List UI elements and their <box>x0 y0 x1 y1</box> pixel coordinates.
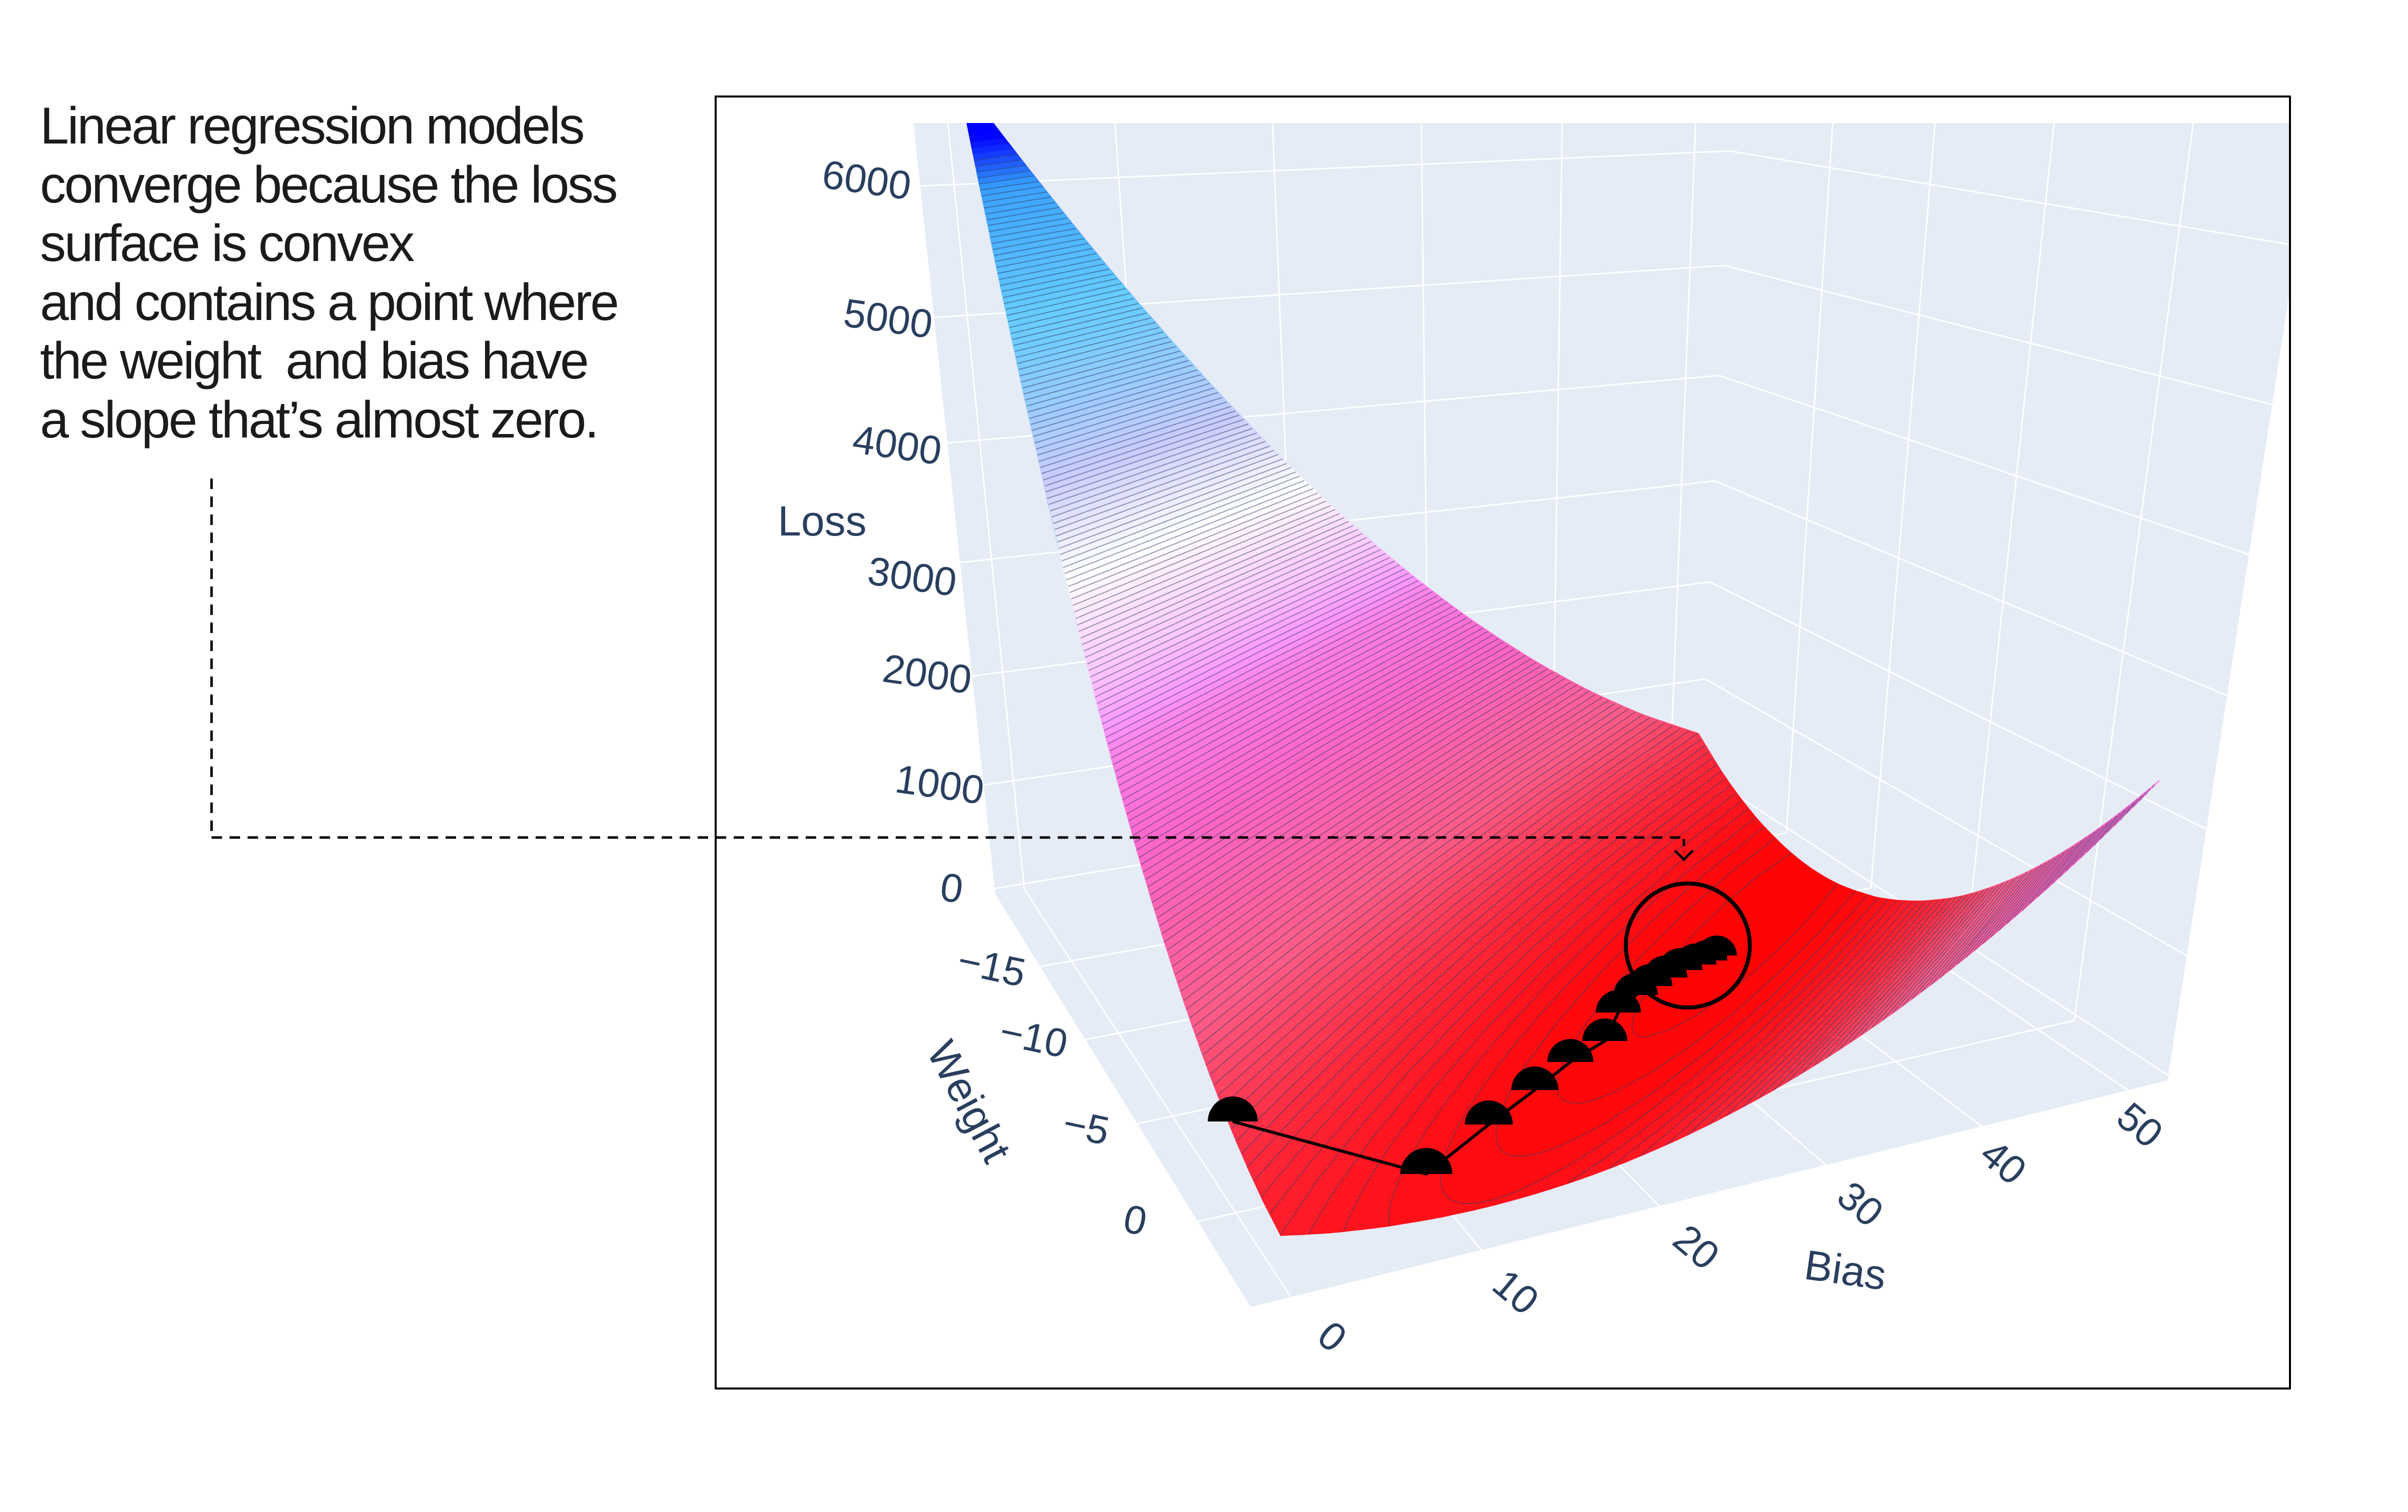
svg-text:Bias: Bias <box>1802 1241 1889 1299</box>
svg-text:−5: −5 <box>1059 1100 1113 1154</box>
svg-text:Loss: Loss <box>778 498 866 544</box>
